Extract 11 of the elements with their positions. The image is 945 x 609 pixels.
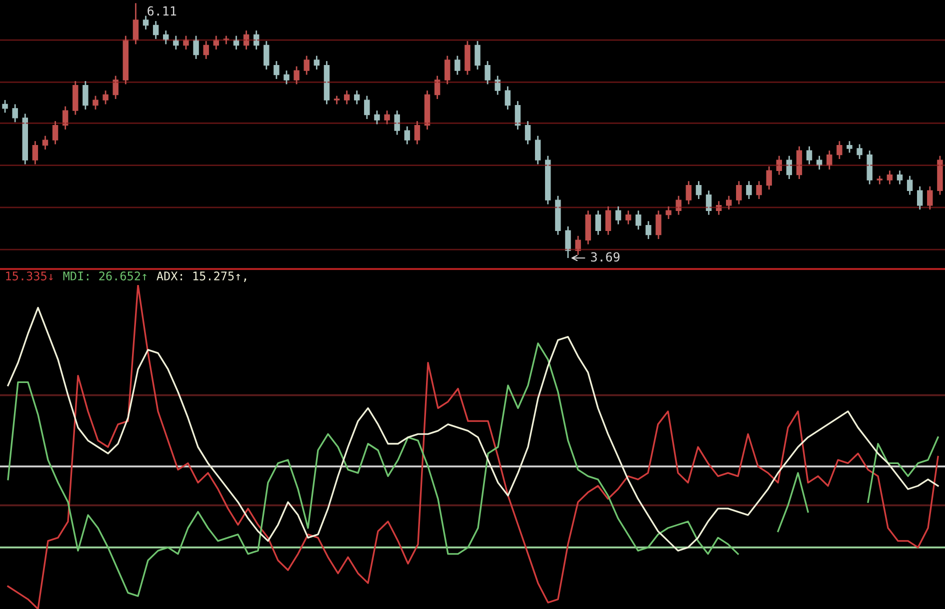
text: MDI: 26.652↑ bbox=[63, 272, 146, 280]
candlestick bbox=[374, 110, 380, 125]
candlestick bbox=[2, 99, 8, 114]
text: ADX: 15.275↑, bbox=[156, 272, 246, 282]
candlestick bbox=[384, 110, 390, 125]
annotation: 3.69 bbox=[591, 252, 620, 262]
text: 15.335↓ bbox=[6, 272, 53, 280]
annotation: 6.11 bbox=[148, 6, 176, 16]
candlestick bbox=[284, 70, 290, 85]
candlestick bbox=[846, 140, 852, 154]
candlestick bbox=[92, 95, 98, 110]
